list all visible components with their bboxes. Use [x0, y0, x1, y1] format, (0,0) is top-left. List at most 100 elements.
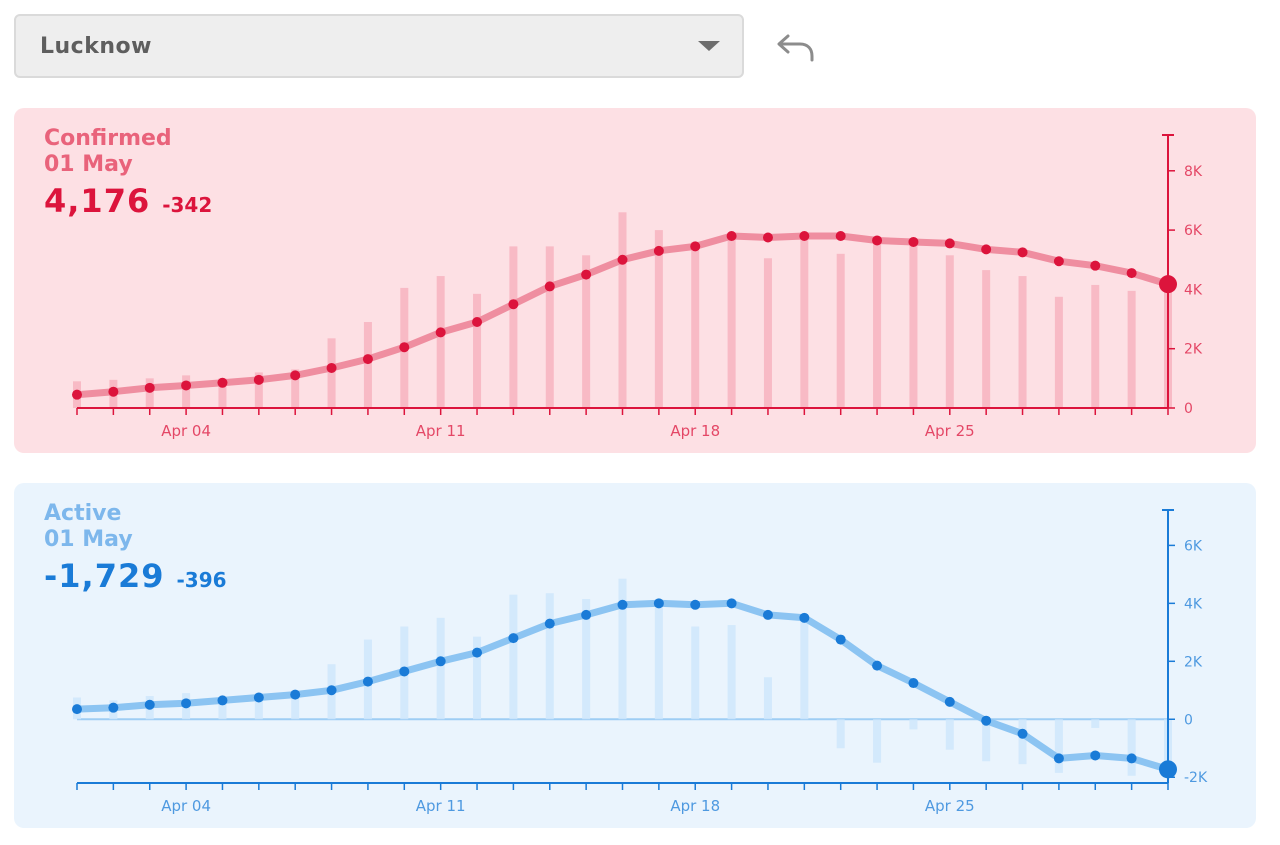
data-point — [72, 389, 82, 400]
daily-bar — [727, 625, 736, 720]
data-point — [1017, 247, 1028, 258]
daily-bar — [982, 719, 991, 762]
daily-bar — [618, 212, 627, 408]
daily-bar — [436, 276, 445, 408]
data-point — [144, 382, 155, 393]
data-point — [1126, 268, 1137, 279]
daily-bar — [363, 322, 372, 408]
daily-bar — [509, 594, 518, 720]
data-point — [944, 238, 955, 249]
daily-bar — [291, 369, 300, 408]
data-point — [181, 698, 192, 709]
daily-bar — [691, 626, 700, 720]
data-point — [617, 254, 628, 265]
chart-value: 4,176 — [44, 182, 151, 220]
data-point — [508, 633, 519, 644]
daily-bar — [1127, 719, 1136, 776]
data-point — [690, 599, 701, 610]
y-tick-label: 8K — [1184, 164, 1203, 180]
data-point — [653, 245, 664, 256]
data-point — [108, 702, 119, 713]
confirmed-chart-card: Apr 04 Apr 11 Apr 18 Apr 25 0 2K 4K 6K 8K Confir… — [14, 108, 1256, 453]
data-point — [762, 609, 773, 620]
daily-bar — [218, 378, 227, 408]
x-tick-label: Apr 18 — [670, 797, 720, 815]
data-point — [690, 241, 701, 252]
daily-bar — [145, 378, 154, 408]
chart-delta: -396 — [176, 568, 227, 592]
daily-bar — [945, 255, 954, 408]
active-chart[interactable]: Apr 04 Apr 11 Apr 18 Apr 25 -2K 0 2K 4K 6K — [14, 483, 1256, 828]
x-tick-label: Apr 25 — [925, 422, 975, 440]
data-point — [799, 612, 810, 623]
daily-bar — [582, 598, 591, 720]
data-point — [1053, 256, 1064, 267]
active-summary: Active 01 May -1,729 -396 — [44, 501, 227, 595]
daily-bar — [545, 593, 554, 720]
chart-date: 01 May — [44, 527, 133, 552]
daily-bar — [800, 619, 809, 720]
data-point — [581, 269, 592, 280]
daily-bar — [254, 372, 263, 408]
daily-bar — [945, 719, 954, 750]
data-point — [472, 317, 483, 328]
daily-bar — [909, 241, 918, 408]
y-tick-label: 0 — [1184, 712, 1193, 728]
data-point — [399, 666, 410, 677]
x-tick-label: Apr 25 — [925, 797, 975, 815]
daily-bar — [582, 255, 591, 408]
chart-date: 01 May — [44, 152, 133, 177]
data-point — [981, 244, 992, 255]
data-point — [72, 704, 82, 715]
y-tick-label: 2K — [1184, 654, 1203, 670]
daily-bar — [909, 719, 918, 730]
daily-bar — [763, 258, 772, 408]
data-point — [981, 715, 992, 726]
daily-bar — [1018, 276, 1027, 408]
district-dropdown-value: Lucknow — [40, 33, 152, 59]
daily-bar — [473, 636, 482, 720]
data-point — [217, 377, 228, 388]
daily-bar — [436, 617, 445, 720]
data-point — [217, 695, 228, 706]
data-point — [108, 386, 119, 397]
data-point — [872, 235, 883, 246]
x-tick-label: Apr 04 — [161, 797, 211, 815]
y-tick-label: 2K — [1184, 342, 1203, 358]
data-point — [1090, 750, 1101, 761]
daily-bar — [509, 246, 518, 408]
y-tick-label: 4K — [1184, 596, 1203, 612]
daily-bar — [836, 253, 845, 408]
confirmed-chart[interactable]: Apr 04 Apr 11 Apr 18 Apr 25 0 2K 4K 6K 8K — [14, 108, 1256, 453]
y-tick-label: 4K — [1184, 282, 1203, 298]
data-point — [399, 342, 410, 353]
chart-title: Active — [44, 501, 122, 526]
daily-bar — [218, 698, 227, 720]
data-point — [617, 599, 628, 610]
data-point — [290, 689, 301, 700]
data-point — [472, 647, 483, 658]
x-tick-label: Apr 11 — [416, 422, 466, 440]
daily-bar — [654, 606, 663, 720]
data-point — [362, 354, 373, 365]
daily-bar — [691, 241, 700, 408]
data-point — [653, 598, 664, 609]
daily-bar — [1127, 290, 1136, 408]
daily-bar — [800, 233, 809, 408]
data-point — [726, 231, 737, 242]
y-tick-label: 6K — [1184, 538, 1203, 554]
y-tick-label: 6K — [1184, 223, 1203, 239]
chart-title: Confirmed — [44, 126, 172, 151]
data-point — [435, 656, 446, 667]
data-point — [362, 676, 373, 687]
data-point — [290, 370, 301, 381]
chart-delta: -342 — [162, 193, 213, 217]
data-point — [253, 692, 264, 703]
daily-bar — [1091, 284, 1100, 408]
district-dropdown[interactable]: Lucknow — [14, 14, 744, 78]
undo-arrow-icon[interactable] — [772, 30, 818, 66]
active-chart-card: Apr 04 Apr 11 Apr 18 Apr 25 -2K 0 2K 4K 6K Activ… — [14, 483, 1256, 828]
daily-bar — [327, 338, 336, 408]
data-point — [544, 618, 555, 629]
data-point — [1017, 728, 1028, 739]
